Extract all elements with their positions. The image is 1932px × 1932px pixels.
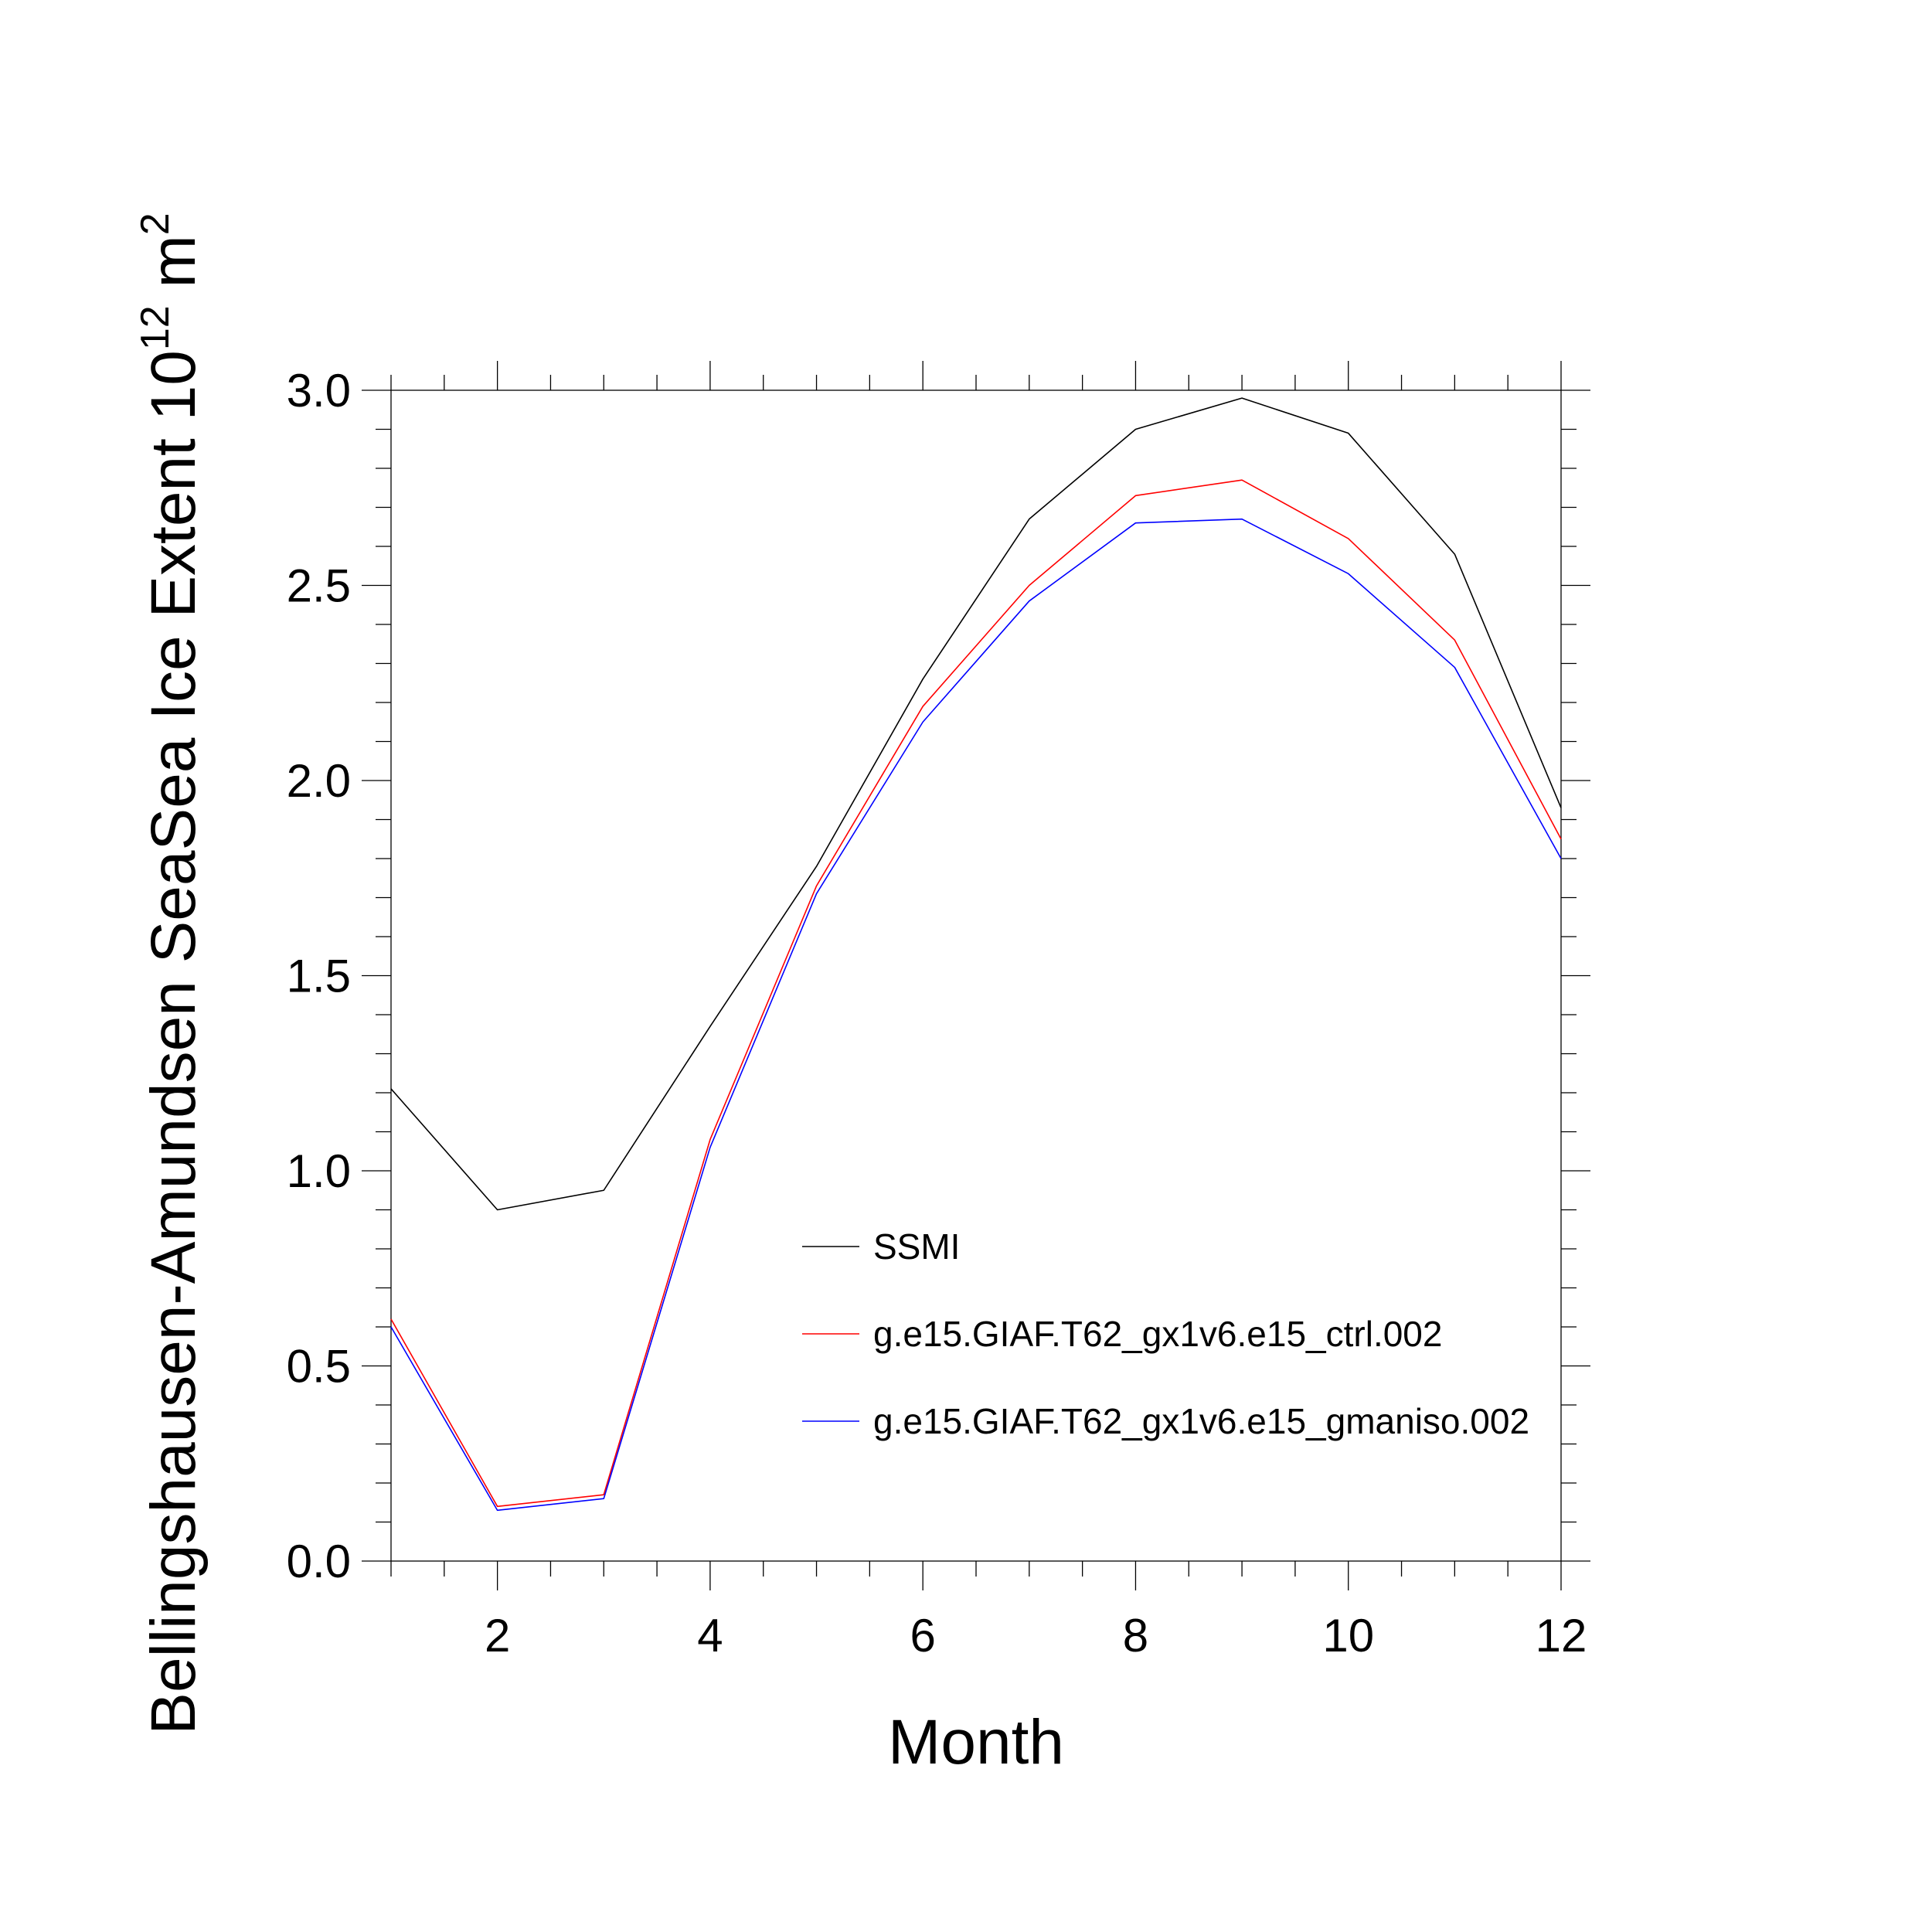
series-line-2 xyxy=(390,479,1562,1508)
legend-label-3: g.e15.GIAF.T62_gx1v6.e15_gmaniso.002 xyxy=(873,1401,1529,1441)
axis-ticks xyxy=(362,361,1590,1590)
x-tick-label: 8 xyxy=(1123,1610,1148,1662)
y-axis-title-main: Bellingshausen-Amundsen SeaSea Ice Exten… xyxy=(138,350,209,1735)
x-tick-label: 2 xyxy=(485,1610,510,1662)
x-tick-label: 4 xyxy=(697,1610,723,1662)
y-tick-label: 2.5 xyxy=(287,560,351,612)
x-axis-title: Month xyxy=(888,1707,1064,1777)
y-axis-title-unit: m xyxy=(138,235,209,305)
y-axis-title-exponent: 12 xyxy=(133,305,178,350)
y-tick-label: 0.5 xyxy=(287,1341,351,1393)
legend: SSMI g.e15.GIAF.T62_gx1v6.e15_ctrl.002 g.e… xyxy=(802,1226,1529,1441)
y-axis-title: Bellingshausen-Amundsen SeaSea Ice Exten… xyxy=(133,213,209,1734)
series-line-3 xyxy=(390,518,1562,1512)
y-tick-label: 1.0 xyxy=(287,1145,351,1197)
legend-label-2: g.e15.GIAF.T62_gx1v6.e15_ctrl.002 xyxy=(873,1314,1442,1354)
y-tick-label: 3.0 xyxy=(287,365,351,417)
y-tick-label: 2.0 xyxy=(287,755,351,807)
y-tick-label: 0.0 xyxy=(287,1536,351,1587)
y-tick-label: 1.5 xyxy=(287,951,351,1002)
series-line-1 xyxy=(390,397,1562,1211)
x-tick-label: 10 xyxy=(1322,1610,1374,1662)
x-tick-label: 6 xyxy=(910,1610,935,1662)
legend-label-1: SSMI xyxy=(873,1226,960,1267)
x-tick-label: 12 xyxy=(1536,1610,1587,1662)
tick-labels: 2 4 6 8 10 12 0.0 0.5 1.0 1.5 2.0 2.5 3.0 xyxy=(287,365,1587,1662)
y-axis-title-unit-exponent: 2 xyxy=(133,213,178,235)
series-lines xyxy=(390,397,1562,1512)
